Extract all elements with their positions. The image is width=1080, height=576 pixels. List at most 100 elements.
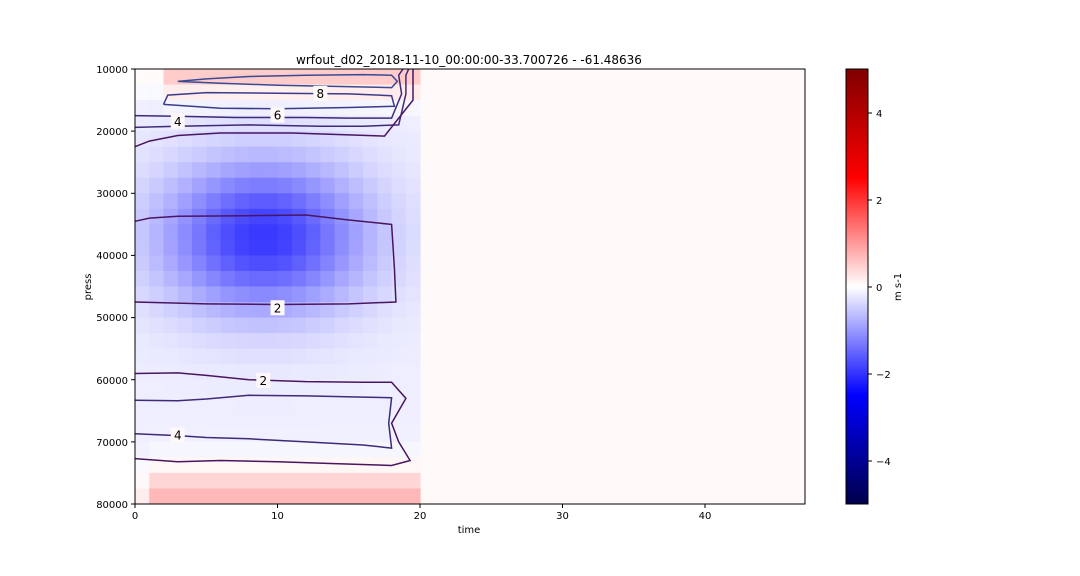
x-axis-label: time [458, 525, 481, 536]
heatmap-cell [377, 115, 393, 132]
heatmap-cell [320, 224, 336, 241]
heatmap-cell [334, 239, 350, 256]
heatmap-cell [177, 224, 193, 241]
heatmap-cell [177, 410, 193, 427]
heatmap-cell [377, 317, 393, 334]
heatmap-cell [234, 457, 250, 474]
heatmap-cell [206, 177, 222, 194]
heatmap-cell [249, 224, 264, 241]
heatmap-cell [334, 115, 350, 132]
heatmap-cell [405, 426, 421, 443]
heatmap-cell [149, 302, 165, 319]
heatmap-cell [334, 426, 350, 443]
heatmap-cell [391, 239, 407, 256]
heatmap-cell [192, 333, 207, 350]
heatmap-cell [291, 426, 307, 443]
heatmap-cell [163, 410, 179, 427]
heatmap-cell [348, 488, 364, 505]
heatmap-cell [320, 488, 336, 505]
heatmap-cell [291, 379, 307, 396]
heatmap-cell [192, 270, 207, 287]
heatmap-cell [277, 224, 293, 241]
contour-label-bg [270, 300, 285, 316]
heatmap-cell [192, 379, 207, 396]
heatmap-cell [320, 410, 336, 427]
heatmap-cell [377, 379, 393, 396]
heatmap-cell [220, 410, 236, 427]
heatmap-cell [320, 317, 336, 334]
heatmap-cell [206, 115, 222, 132]
heatmap-cell [306, 364, 321, 381]
heatmap-cell [391, 426, 407, 443]
heatmap-cell [163, 69, 179, 86]
heatmap-cell [263, 317, 279, 334]
heatmap-cell [348, 239, 364, 256]
heatmap-cell [249, 395, 264, 412]
heatmap-cell [306, 255, 321, 272]
heatmap-cell [291, 239, 307, 256]
heatmap-cell [192, 69, 207, 86]
heatmap-cell [291, 348, 307, 365]
heatmap-cell [149, 69, 165, 86]
heatmap-cell [206, 441, 222, 458]
heatmap-cell [192, 488, 207, 505]
heatmap-cell [192, 410, 207, 427]
heatmap-cell [291, 84, 307, 101]
heatmap-cell [206, 426, 222, 443]
heatmap-cell [363, 364, 378, 381]
x-axis: 0 10 20 30 40 time [132, 504, 711, 536]
heatmap-cell [149, 317, 165, 334]
heatmap-cell [363, 69, 378, 86]
heatmap-cell [263, 286, 279, 303]
heatmap-cell [363, 255, 378, 272]
heatmap-cell [220, 317, 236, 334]
heatmap-cell [405, 193, 421, 210]
colorbar-gradient [845, 68, 869, 505]
heatmap-cell [348, 177, 364, 194]
heatmap-cell [334, 131, 350, 148]
heatmap-cell [405, 379, 421, 396]
heatmap-cell [391, 395, 407, 412]
heatmap-cell [391, 270, 407, 287]
heatmap-cell [163, 162, 179, 179]
heatmap-cell [192, 255, 207, 272]
heatmap-cell [163, 177, 179, 194]
heatmap-cell [306, 162, 321, 179]
heatmap-cell [320, 162, 336, 179]
heatmap-cell [263, 146, 279, 163]
heatmap-cell [334, 162, 350, 179]
heatmap-cell [206, 410, 222, 427]
heatmap-cell [263, 441, 279, 458]
heatmap-cell [334, 270, 350, 287]
heatmap-cell [149, 84, 165, 101]
heatmap-cell [135, 270, 150, 287]
heatmap-cell [149, 472, 165, 489]
heatmap-cell [334, 69, 350, 86]
heatmap-cell [377, 488, 393, 505]
heatmap-cell [405, 410, 421, 427]
heatmap-cell [206, 162, 222, 179]
heatmap-cell [149, 333, 165, 350]
heatmap-cell [135, 333, 150, 350]
contour-line [134, 68, 404, 119]
heatmap-cell [163, 193, 179, 210]
heatmap-cell [405, 395, 421, 412]
heatmap-cell [206, 488, 222, 505]
y-axis: 10000 20000 30000 40000 50000 60000 7000… [83, 65, 135, 511]
heatmap-cell [291, 286, 307, 303]
heatmap-cell [277, 348, 293, 365]
heatmap-cell [149, 255, 165, 272]
heatmap-cell [277, 177, 293, 194]
heatmap-cell [363, 193, 378, 210]
heatmap-cell [306, 146, 321, 163]
y-tick-label: 30000 [96, 189, 128, 200]
heatmap-cell [206, 364, 222, 381]
heatmap-cell [391, 224, 407, 241]
y-tick-label: 50000 [96, 313, 128, 324]
heatmap-cell [249, 162, 264, 179]
heatmap-cell [277, 426, 293, 443]
heatmap-cell [163, 100, 179, 117]
contour-label: 2 [259, 374, 267, 388]
heatmap-cell [206, 302, 222, 319]
heatmap-cell [348, 286, 364, 303]
